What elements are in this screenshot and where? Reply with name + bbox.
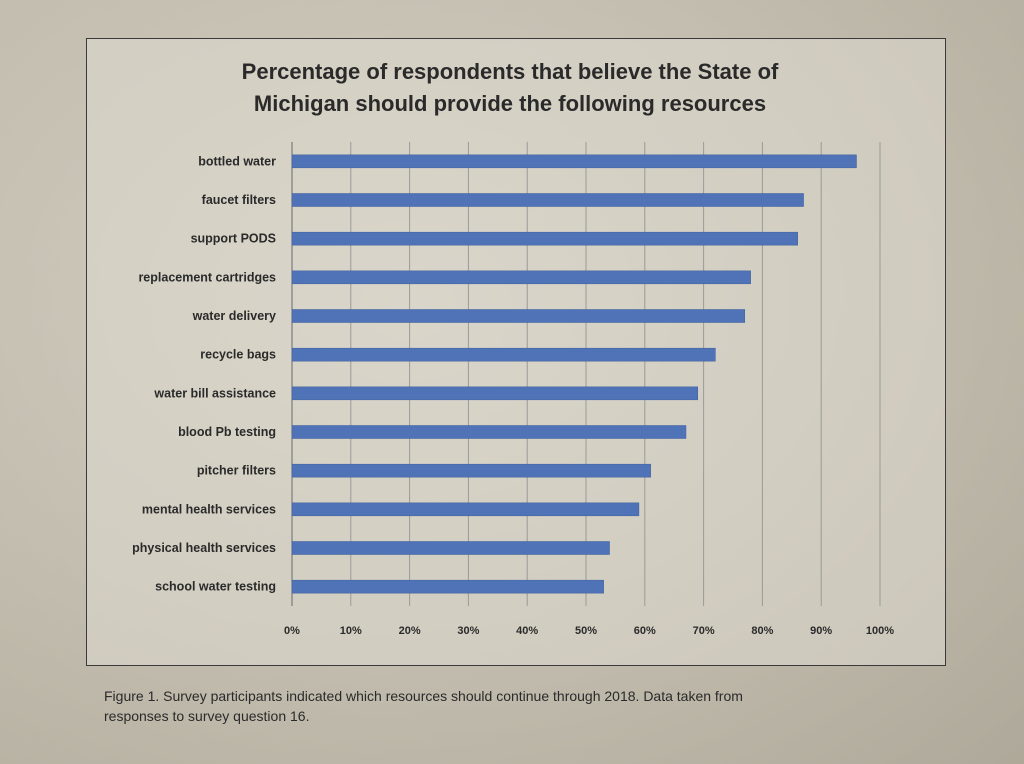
bar-water-delivery — [291, 309, 746, 323]
x-tick-label: 30% — [457, 625, 479, 637]
category-label: replacement cartridges — [138, 270, 276, 284]
x-tick-label: 20% — [399, 625, 421, 637]
x-tick-label: 90% — [810, 625, 832, 637]
caption-line-2: responses to survey question 16. — [104, 708, 310, 724]
figure-caption: Figure 1. Survey participants indicated … — [104, 686, 904, 726]
category-label: mental health services — [142, 502, 276, 516]
x-tick-label: 10% — [340, 625, 362, 637]
bar-blood-pb-testing — [291, 425, 687, 439]
x-tick-label: 70% — [693, 625, 715, 637]
category-label: support PODS — [191, 232, 276, 246]
category-label: faucet filters — [202, 193, 276, 207]
category-label: pitcher filters — [197, 464, 276, 478]
bar-physical-health-services — [291, 541, 610, 555]
x-tick-label: 80% — [751, 625, 773, 637]
x-tick-label: 50% — [575, 625, 597, 637]
bar-bottled-water — [291, 154, 857, 169]
caption-line-1: Figure 1. Survey participants indicated … — [104, 688, 743, 704]
bar-water-bill-assistance — [291, 386, 698, 401]
bar-mental-health-services — [291, 502, 640, 517]
bar-support-pods — [291, 231, 798, 246]
x-tick-label: 0% — [284, 625, 300, 637]
category-label: water delivery — [192, 309, 276, 323]
category-label: blood Pb testing — [178, 425, 276, 439]
category-label: water bill assistance — [153, 386, 276, 400]
x-tick-label: 100% — [866, 625, 894, 637]
bar-school-water-testing — [291, 579, 604, 594]
chart-title-line-1: Percentage of respondents that believe t… — [241, 59, 779, 84]
bar-replacement-cartridges — [291, 270, 751, 285]
category-label: recycle bags — [200, 348, 276, 362]
bar-recycle-bags — [291, 347, 716, 362]
category-label: physical health services — [132, 541, 276, 555]
x-tick-label: 40% — [516, 625, 538, 637]
bar-pitcher-filters — [291, 463, 651, 478]
x-tick-label: 60% — [634, 625, 656, 637]
category-label: school water testing — [155, 580, 276, 594]
chart-title: Percentage of respondents that believe t… — [120, 56, 900, 120]
bar-faucet-filters — [291, 193, 804, 207]
chart-title-line-2: Michigan should provide the following re… — [253, 91, 767, 116]
category-label: bottled water — [198, 154, 276, 168]
